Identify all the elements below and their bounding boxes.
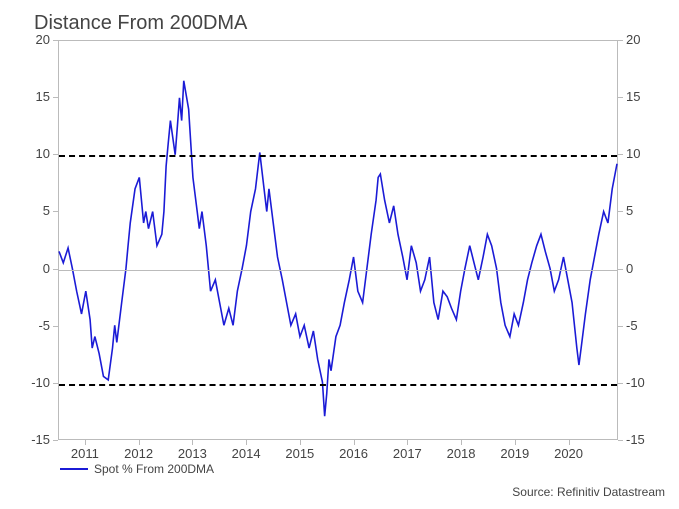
y-tick-label-right: 10 xyxy=(626,146,640,161)
x-tick-label: 2012 xyxy=(124,446,153,461)
x-tick-label: 2014 xyxy=(232,446,261,461)
x-tick-label: 2016 xyxy=(339,446,368,461)
y-tick-label-right: 5 xyxy=(626,203,633,218)
x-tick-label: 2019 xyxy=(500,446,529,461)
y-tick-label-left: -5 xyxy=(38,318,50,333)
y-tick-label-right: -10 xyxy=(626,375,645,390)
x-tick-label: 2018 xyxy=(447,446,476,461)
line-series xyxy=(59,41,617,439)
x-tick-label: 2011 xyxy=(71,446,99,461)
reference-line xyxy=(59,384,617,386)
x-tick-label: 2020 xyxy=(554,446,583,461)
legend: Spot % From 200DMA xyxy=(60,462,214,476)
y-tick-label-left: -15 xyxy=(31,432,50,447)
y-tick-label-right: -5 xyxy=(626,318,638,333)
x-tick-label: 2015 xyxy=(285,446,314,461)
y-tick-label-right: -15 xyxy=(626,432,645,447)
reference-line xyxy=(59,155,617,157)
zero-line xyxy=(59,270,617,271)
y-tick-label-right: 0 xyxy=(626,261,633,276)
chart-title: Distance From 200DMA xyxy=(34,12,247,35)
y-tick-label-right: 20 xyxy=(626,32,640,47)
legend-label: Spot % From 200DMA xyxy=(94,462,214,476)
y-tick-label-left: 10 xyxy=(36,146,50,161)
x-tick-label: 2017 xyxy=(393,446,422,461)
plot-area xyxy=(58,40,618,440)
y-tick-label-left: 15 xyxy=(36,89,50,104)
source-text: Source: Refinitiv Datastream xyxy=(512,485,665,499)
y-tick-label-right: 15 xyxy=(626,89,640,104)
legend-swatch xyxy=(60,468,88,470)
y-tick-label-left: 5 xyxy=(43,203,50,218)
y-tick-label-left: 0 xyxy=(43,261,50,276)
y-tick-label-left: 20 xyxy=(36,32,50,47)
y-tick-label-left: -10 xyxy=(31,375,50,390)
x-tick-label: 2013 xyxy=(178,446,207,461)
